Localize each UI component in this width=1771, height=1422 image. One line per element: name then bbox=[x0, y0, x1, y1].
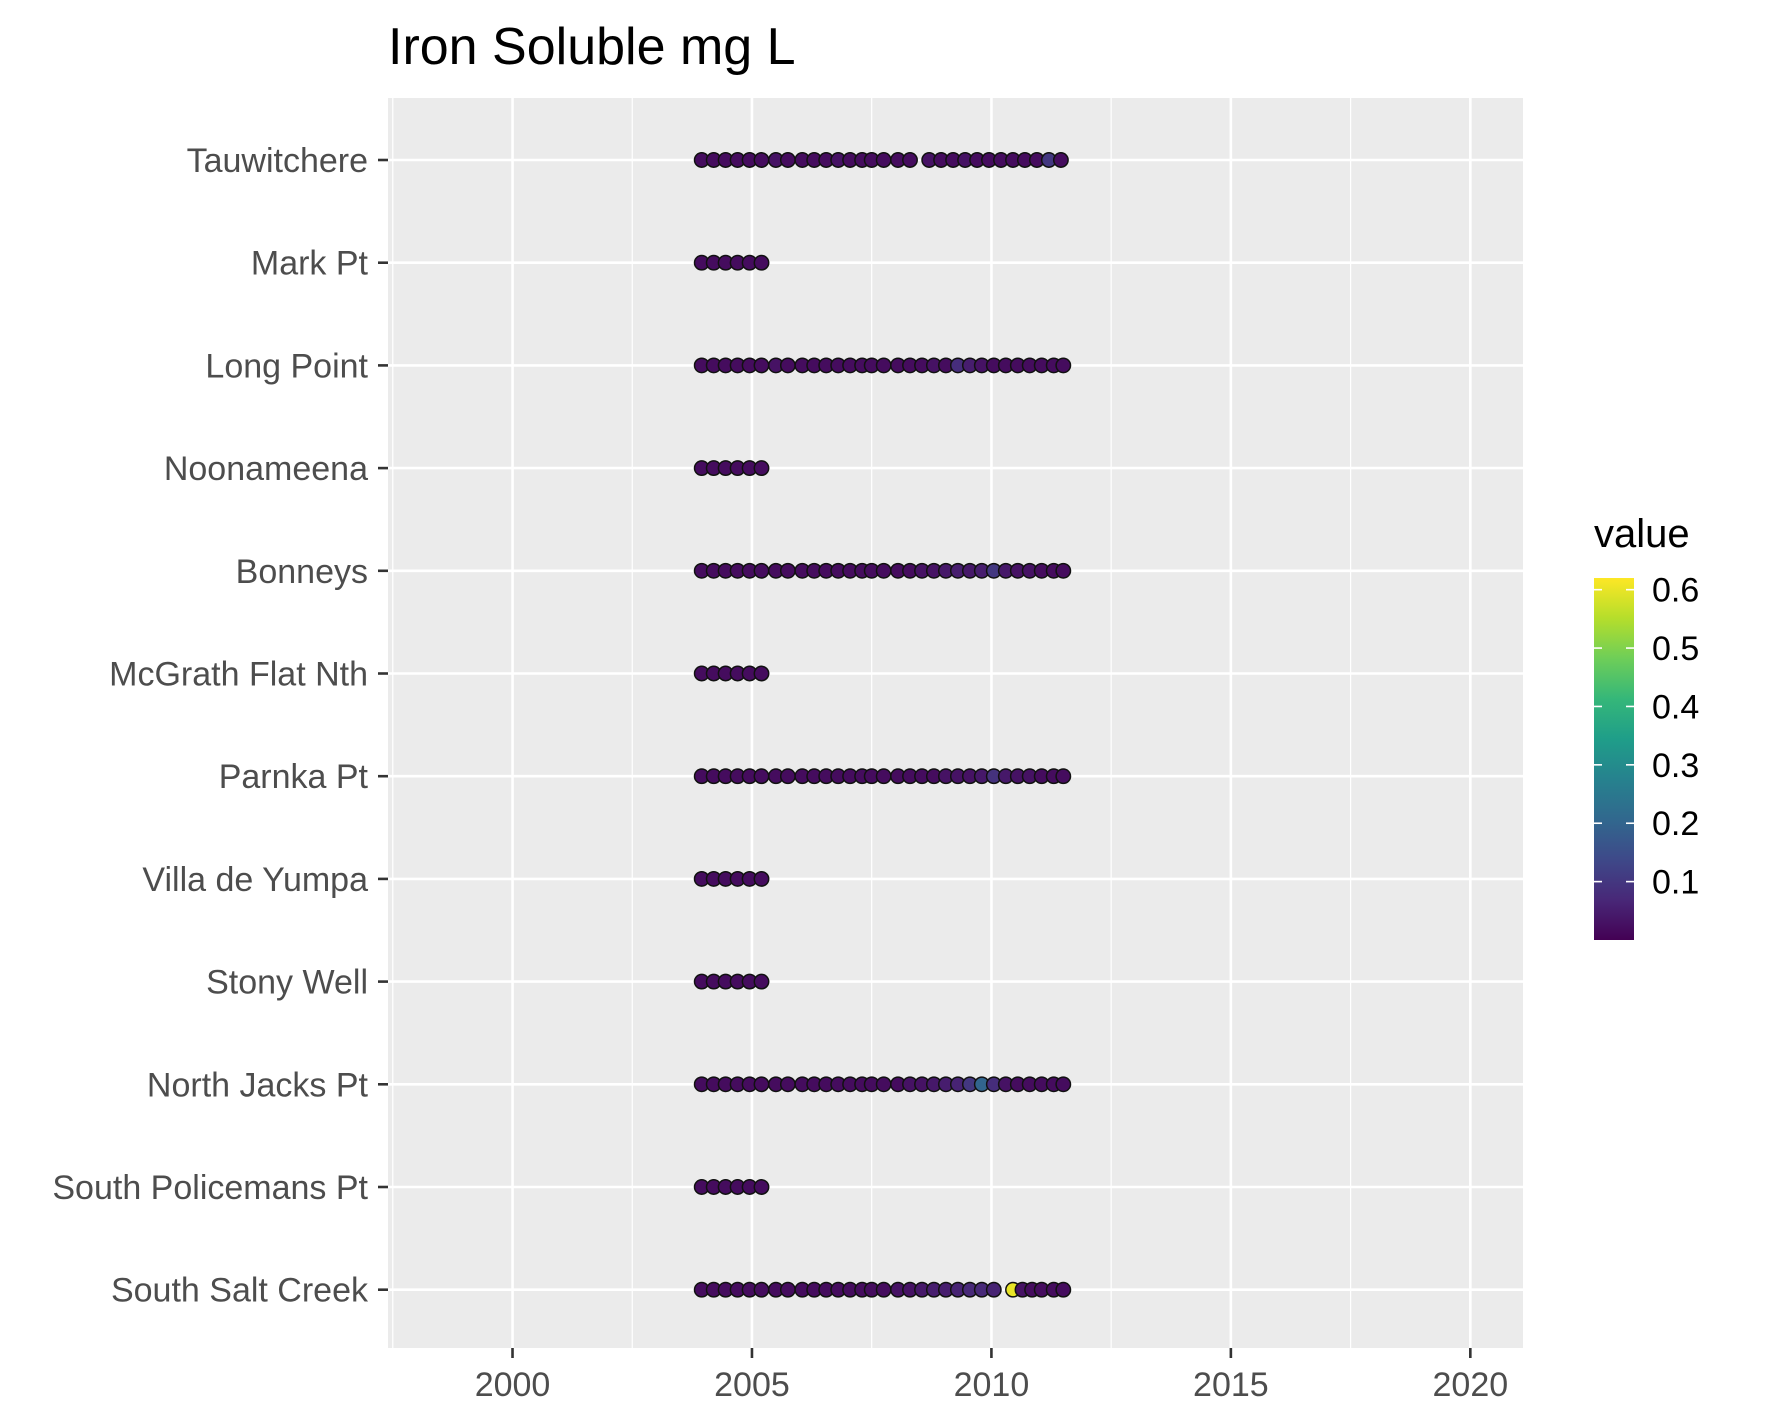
y-tick-label: Noonameena bbox=[164, 450, 368, 488]
y-tick-label: North Jacks Pt bbox=[147, 1066, 369, 1104]
data-point bbox=[753, 152, 770, 168]
grid-minor bbox=[392, 98, 1352, 1348]
y-tick-label: South Salt Creek bbox=[111, 1272, 369, 1310]
data-point bbox=[753, 870, 770, 887]
plot-panel bbox=[388, 98, 1523, 1348]
legend-tick-label: 0.1 bbox=[1652, 864, 1699, 902]
data-points bbox=[693, 152, 1072, 1298]
legend-colorbar bbox=[1594, 578, 1634, 940]
y-tick-label: Mark Pt bbox=[251, 245, 369, 283]
data-point bbox=[875, 562, 892, 579]
data-point bbox=[779, 1281, 796, 1298]
data-point bbox=[753, 1179, 770, 1195]
x-axis: 2000 2005 2010 2015 2020 bbox=[475, 1348, 1508, 1404]
data-point bbox=[753, 1281, 770, 1298]
legend-ticks: 0.1 0.2 0.3 0.4 0.5 0.6 bbox=[1594, 572, 1699, 902]
data-point bbox=[985, 1281, 1002, 1298]
data-point bbox=[753, 254, 770, 271]
data-point bbox=[779, 152, 796, 168]
data-point bbox=[753, 460, 770, 477]
data-point bbox=[1055, 768, 1072, 785]
legend: value 0.1 0.2 0.3 0.4 0.5 0.6 bbox=[1594, 512, 1699, 940]
data-point bbox=[779, 357, 796, 374]
y-tick-label: McGrath Flat Nth bbox=[109, 656, 368, 694]
y-tick-label: South Policemans Pt bbox=[52, 1169, 368, 1207]
data-point bbox=[875, 768, 892, 785]
legend-tick-label: 0.2 bbox=[1652, 805, 1699, 843]
data-point bbox=[1055, 562, 1072, 579]
data-point bbox=[753, 768, 770, 785]
legend-tick-label: 0.5 bbox=[1652, 630, 1699, 668]
data-point bbox=[1055, 1281, 1072, 1298]
data-point bbox=[902, 152, 918, 168]
y-tick-label: Tauwitchere bbox=[187, 142, 368, 180]
data-point bbox=[779, 1076, 796, 1093]
x-tick-label: 2020 bbox=[1433, 1366, 1509, 1404]
y-tick-label: Parnka Pt bbox=[219, 758, 369, 796]
x-tick-label: 2010 bbox=[954, 1366, 1030, 1404]
data-point bbox=[753, 973, 770, 990]
legend-tick-label: 0.4 bbox=[1652, 688, 1699, 726]
legend-title: value bbox=[1594, 512, 1690, 556]
data-point bbox=[875, 1076, 892, 1093]
data-point bbox=[779, 562, 796, 579]
x-tick-label: 2000 bbox=[475, 1366, 551, 1404]
data-point bbox=[875, 152, 892, 168]
y-tick-label: Long Point bbox=[205, 347, 368, 385]
data-point bbox=[779, 768, 796, 785]
y-tick-label: Bonneys bbox=[236, 553, 368, 591]
x-tick-label: 2005 bbox=[714, 1366, 790, 1404]
y-tick-label: Stony Well bbox=[206, 964, 368, 1002]
data-point bbox=[753, 562, 770, 579]
data-point bbox=[753, 357, 770, 374]
data-point bbox=[875, 1281, 892, 1298]
data-point bbox=[1052, 152, 1069, 168]
data-point bbox=[753, 665, 770, 682]
data-point bbox=[1055, 1076, 1072, 1093]
legend-tick-label: 0.6 bbox=[1652, 572, 1699, 610]
legend-tick-label: 0.3 bbox=[1652, 747, 1699, 785]
data-point bbox=[875, 357, 892, 374]
y-tick-label: Villa de Yumpa bbox=[142, 861, 368, 899]
data-point bbox=[1055, 357, 1072, 374]
x-tick-label: 2015 bbox=[1193, 1366, 1269, 1404]
chart-title: Iron Soluble mg L bbox=[388, 18, 796, 76]
y-axis: Tauwitchere Mark Pt Long Point Noonameena Bo… bbox=[52, 142, 388, 1310]
data-point bbox=[753, 1076, 770, 1093]
